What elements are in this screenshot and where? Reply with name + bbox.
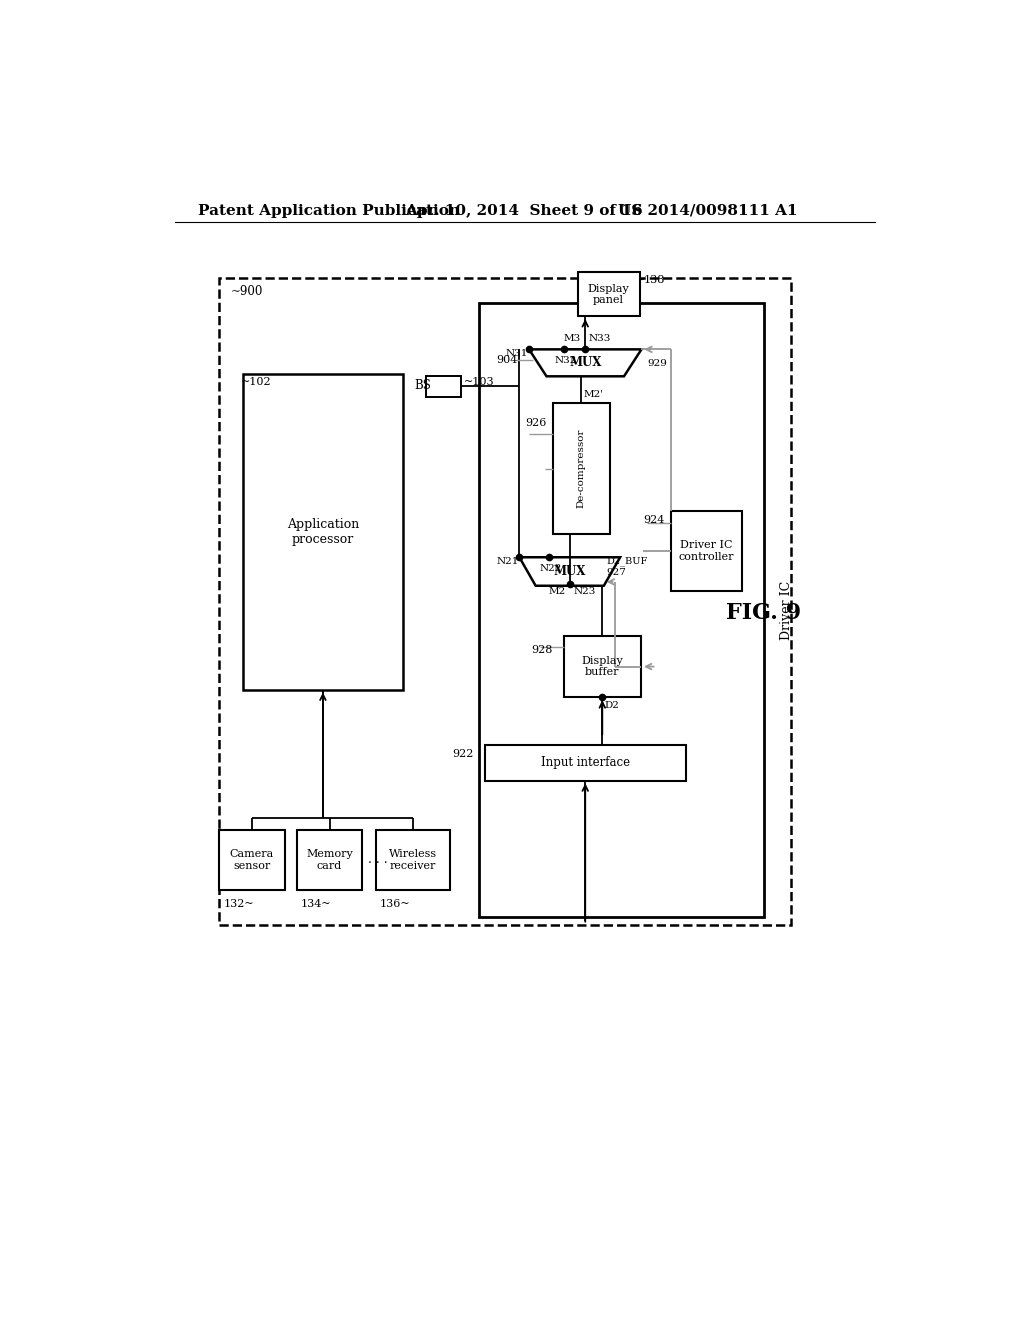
- Text: 132~: 132~: [223, 899, 254, 908]
- Polygon shape: [519, 557, 621, 586]
- Text: Camera
sensor: Camera sensor: [229, 849, 274, 871]
- Text: Memory
card: Memory card: [306, 849, 353, 871]
- Text: Input interface: Input interface: [541, 756, 630, 770]
- Text: Display
panel: Display panel: [588, 284, 630, 305]
- Text: US 2014/0098111 A1: US 2014/0098111 A1: [617, 203, 798, 218]
- Text: M2: M2: [548, 587, 565, 597]
- Bar: [219, 277, 791, 924]
- Text: ~103: ~103: [464, 376, 495, 387]
- Bar: [479, 304, 764, 917]
- Text: 138: 138: [643, 275, 665, 285]
- Bar: [243, 374, 403, 689]
- Bar: [671, 511, 741, 591]
- Bar: [484, 744, 686, 780]
- Bar: [219, 830, 285, 890]
- Text: 922: 922: [452, 750, 473, 759]
- Text: N31: N31: [506, 348, 528, 358]
- Text: 924: 924: [643, 515, 665, 525]
- Text: D2_BUF: D2_BUF: [606, 556, 647, 566]
- Text: M2': M2': [584, 389, 604, 399]
- Text: 904: 904: [496, 355, 517, 366]
- Bar: [578, 272, 640, 317]
- Bar: [376, 830, 450, 890]
- Text: Apr. 10, 2014  Sheet 9 of 16: Apr. 10, 2014 Sheet 9 of 16: [406, 203, 643, 218]
- Text: 928: 928: [531, 644, 552, 655]
- Text: 926: 926: [525, 417, 547, 428]
- Bar: [297, 830, 362, 890]
- Text: MUX: MUX: [554, 565, 586, 578]
- Text: 134~: 134~: [301, 899, 332, 908]
- Text: De-compressor: De-compressor: [577, 429, 586, 508]
- Text: Driver IC: Driver IC: [780, 581, 794, 640]
- Text: M3: M3: [563, 334, 581, 343]
- Text: N33: N33: [589, 334, 610, 343]
- Bar: [563, 636, 641, 697]
- Bar: [553, 404, 610, 535]
- Text: 136~: 136~: [380, 899, 411, 908]
- Text: N21: N21: [496, 557, 518, 565]
- Text: Application
processor: Application processor: [287, 517, 359, 546]
- Text: Patent Application Publication: Patent Application Publication: [198, 203, 460, 218]
- Text: N23: N23: [573, 587, 596, 597]
- Text: N32: N32: [555, 355, 577, 364]
- Text: . . .: . . .: [369, 853, 388, 866]
- Text: ~900: ~900: [231, 285, 263, 298]
- Text: N22: N22: [540, 564, 562, 573]
- Text: 927: 927: [606, 568, 626, 577]
- Text: ~102: ~102: [241, 376, 271, 387]
- Text: 929: 929: [647, 359, 668, 368]
- Polygon shape: [529, 350, 641, 376]
- Text: D2: D2: [604, 701, 620, 710]
- Text: Wireless
receiver: Wireless receiver: [389, 849, 437, 871]
- Text: Display
buffer: Display buffer: [582, 656, 624, 677]
- Text: FIG. 9: FIG. 9: [726, 602, 801, 624]
- Text: Driver IC
controller: Driver IC controller: [678, 540, 734, 562]
- Text: BS: BS: [415, 379, 432, 392]
- Text: MUX: MUX: [569, 356, 601, 370]
- Bar: [426, 376, 461, 397]
